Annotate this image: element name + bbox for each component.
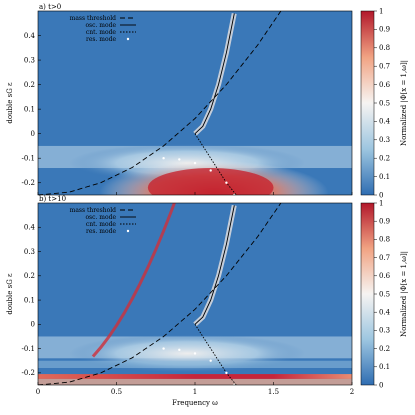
hot-band	[38, 374, 352, 379]
legend-label: mass threshold	[70, 15, 117, 22]
panel-label: b) t>10	[39, 195, 66, 203]
legend-label: res. mode	[86, 228, 116, 235]
colorbar-tick-label: 0	[379, 381, 383, 389]
colorbar-gradient	[360, 10, 375, 196]
res-mode-point	[178, 348, 181, 352]
colorbar-label: Normalized |Φ[x = 1,ω]|	[400, 251, 408, 337]
hot-ridge	[91, 203, 176, 358]
y-tick-label: -0.2	[22, 179, 36, 187]
y-tick-label: 0.4	[24, 224, 36, 232]
hot-core	[147, 168, 274, 195]
colorbar: 0 0.1 0.2 0.3 0.4 0.5 0.6 0.7 0.8 0.9 1 Normalized …	[360, 199, 408, 389]
series-line-1	[38, 11, 282, 195]
y-tick-label: 0.2	[24, 272, 35, 280]
legend-label: cnt. mode	[86, 29, 117, 36]
res-mode-point	[225, 181, 228, 184]
heatmap-1	[38, 11, 352, 195]
low-band	[38, 378, 352, 385]
x-tick-label: 1	[193, 388, 197, 396]
colorbar-tick-label: 0.3	[379, 136, 390, 144]
colorbar-tick-label: 1	[379, 7, 383, 15]
panel-2: -0.2 -0.1 0 0.1 0.2 0.3 0.4 0 0.5 1 1.5 2 b) t>10 dou…	[6, 195, 408, 407]
res-mode-point	[178, 158, 181, 161]
panel-1: -0.2 -0.1 0 0.1 0.2 0.3 0.4 a) t>0 double sG ε ma…	[6, 3, 408, 199]
colorbar-tick-label: 0.7	[379, 63, 390, 71]
colorbar-tick-label: 0.9	[379, 218, 390, 226]
colorbar-tick-label: 0.2	[379, 155, 390, 163]
y-tick-label: 0.2	[24, 81, 35, 89]
colorbar-label: Normalized |Φ[x = 1,ω]|	[400, 60, 408, 146]
series-line-3	[194, 324, 237, 385]
colorbar-tick-label: 1	[379, 199, 383, 207]
y-tick-label: 0	[31, 321, 35, 329]
colorbar-tick-label: 0.4	[379, 309, 391, 317]
colorbar: 0 0.1 0.2 0.3 0.4 0.5 0.6 0.7 0.8 0.9 1 Normalized …	[360, 7, 408, 199]
legend-marker	[126, 37, 130, 41]
y-tick-label: -0.1	[22, 345, 36, 353]
legend-label: osc. mode	[85, 214, 116, 221]
series-line-2	[194, 205, 235, 325]
colorbar-tick-label: 0.5	[379, 99, 390, 107]
panel-label: a) t>0	[39, 3, 61, 11]
y-tick-label: 0.1	[24, 105, 35, 113]
y-tick-label: -0.1	[22, 155, 36, 163]
x-tick-label: 1.5	[268, 388, 279, 396]
heatmap-2	[38, 203, 352, 385]
x-axis-label: Frequency ω	[172, 399, 218, 407]
mid-band	[38, 360, 352, 369]
legend-label: mass threshold	[70, 207, 117, 214]
y-tick-label: 0.3	[24, 248, 35, 256]
colorbar-tick-label: 0.2	[379, 345, 390, 353]
x-tick-label: 2	[350, 388, 354, 396]
series-line-2	[194, 13, 235, 135]
colorbar-tick-label: 0.9	[379, 26, 390, 34]
res-mode-point	[209, 359, 212, 362]
colorbar-gradient	[360, 202, 375, 386]
y-tick-label: 0	[31, 130, 35, 138]
y-axis-label: double sG ε	[6, 82, 14, 124]
colorbar-tick-label: 0.4	[379, 118, 391, 126]
legend-label: cnt. mode	[86, 221, 117, 228]
colorbar-tick-label: 0.3	[379, 327, 390, 335]
colorbar-tick-label: 0.1	[379, 173, 390, 181]
y-tick-label: 0.3	[24, 56, 35, 64]
y-tick-label: 0.4	[24, 32, 36, 40]
x-tick-label: 0	[36, 388, 40, 396]
legend-marker	[126, 229, 130, 233]
colorbar-tick-label: 0.8	[379, 236, 390, 244]
res-mode-point	[162, 347, 165, 350]
res-mode-point	[193, 161, 197, 165]
legend-label: osc. mode	[85, 22, 116, 29]
res-mode-point	[209, 169, 212, 172]
series-line-1	[38, 203, 282, 385]
legend-label: res. mode	[86, 36, 116, 43]
colorbar-tick-label: 0.5	[379, 290, 390, 298]
colorbar-tick-label: 0.1	[379, 363, 390, 371]
y-axis-label: double sG ε	[6, 273, 14, 315]
res-mode-point	[193, 352, 197, 355]
colorbar-tick-label: 0.7	[379, 254, 390, 262]
x-tick-label: 0.5	[111, 388, 122, 396]
colorbar-tick-label: 0.6	[379, 272, 391, 280]
res-mode-point	[162, 157, 165, 160]
y-tick-label: -0.2	[22, 369, 36, 377]
colorbar-tick-label: 0.8	[379, 44, 390, 52]
y-tick-label: 0.1	[24, 296, 35, 304]
colorbar-tick-label: 0	[379, 191, 383, 199]
colorbar-tick-label: 0.6	[379, 81, 391, 89]
res-mode-point	[225, 371, 228, 375]
